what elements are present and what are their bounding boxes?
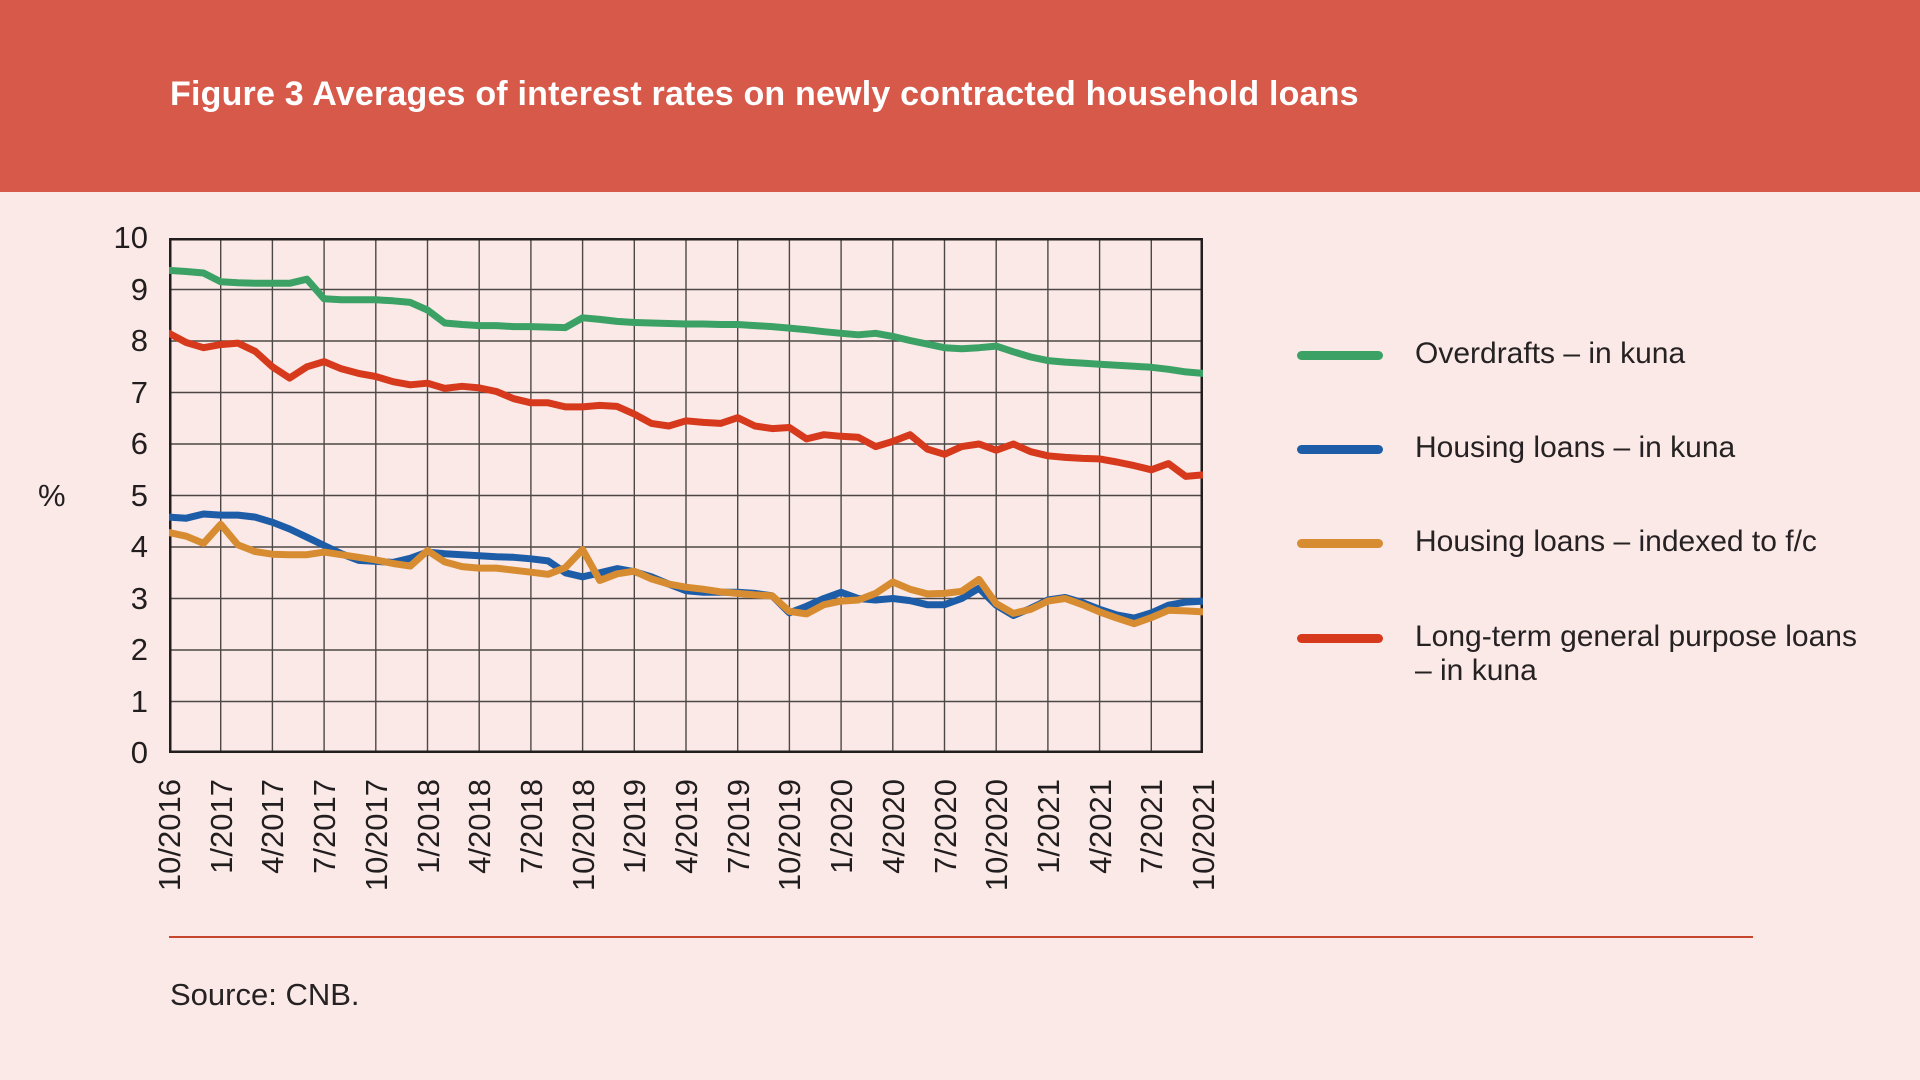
legend-item: Long-term general purpose loans – in kun… <box>1297 620 1857 688</box>
y-axis-tick-label: 4 <box>130 529 148 564</box>
y-axis-tick-label: 10 <box>113 220 148 255</box>
x-axis-tick-label: 4/2018 <box>462 779 498 874</box>
legend-item-label: Housing loans – in kuna <box>1415 431 1736 464</box>
y-axis-tick-label: 1 <box>130 683 148 719</box>
x-axis-tick-label: 7/2021 <box>1134 779 1170 874</box>
x-axis-tick-label: 7/2020 <box>927 779 963 874</box>
legend-item-label: Housing loans – indexed to f/c <box>1415 525 1817 558</box>
legend-item-label: Overdrafts – in kuna <box>1415 337 1686 370</box>
plot-border <box>169 238 1203 753</box>
legend-swatch-line <box>1297 539 1383 548</box>
x-axis-tick-label: 10/2018 <box>565 779 601 892</box>
x-axis-tick-label: 4/2017 <box>255 779 291 874</box>
series-line <box>169 520 1203 628</box>
legend-item-label: Long-term general purpose loans – in kun… <box>1415 620 1857 687</box>
x-axis-tick-label: 10/2017 <box>358 779 394 892</box>
x-axis-tick-label: 4/2020 <box>875 779 911 874</box>
chart-legend: Overdrafts – in kuna Housing loans – in … <box>1297 0 1897 1080</box>
legend-item: Housing loans – in kuna <box>1297 431 1735 465</box>
x-axis-tick-label: 7/2018 <box>513 779 549 874</box>
y-axis-tick-label: 9 <box>130 271 148 307</box>
plot-area <box>169 238 1203 753</box>
y-axis-tick-label: 3 <box>130 580 148 616</box>
series-line <box>169 329 1203 480</box>
x-axis-tick-label: 1/2019 <box>617 779 653 874</box>
y-axis-unit-label: % <box>38 478 66 513</box>
x-axis-tick-label: 1/2020 <box>824 779 860 874</box>
legend-item: Housing loans – indexed to f/c <box>1297 525 1817 559</box>
y-axis-tick-label: 0 <box>130 735 148 770</box>
x-axis-tick-label: 10/2019 <box>772 779 808 892</box>
y-axis-tick-label: 8 <box>130 323 148 358</box>
x-axis-tick-label: 7/2017 <box>307 779 343 874</box>
x-axis-tick-label: 10/2016 <box>152 779 187 892</box>
series-line <box>169 266 1203 377</box>
y-axis-tick-label: 7 <box>130 374 148 410</box>
y-axis-tick-label: 6 <box>130 426 148 461</box>
y-axis-tick-label: 2 <box>130 632 148 667</box>
x-axis-tick-label: 10/2020 <box>979 779 1015 892</box>
legend-swatch-line <box>1297 634 1383 643</box>
x-axis-tick-label: 1/2021 <box>1030 779 1066 874</box>
source-note: Source: CNB. <box>170 977 360 1012</box>
x-axis-tick-label: 7/2019 <box>720 779 756 874</box>
footer-rule <box>169 936 1753 938</box>
legend-swatch-line <box>1297 351 1383 360</box>
x-axis-tick-label: 1/2018 <box>410 779 446 874</box>
figure-title: Figure 3 Averages of interest rates on n… <box>170 75 1359 113</box>
y-axis-tick-label: 5 <box>130 477 148 513</box>
legend-item: Overdrafts – in kuna <box>1297 337 1685 371</box>
legend-swatch-line <box>1297 445 1383 454</box>
figure-header: Figure 3 Averages of interest rates on n… <box>0 0 1920 192</box>
x-axis-tick-label: 4/2021 <box>1082 779 1118 874</box>
x-axis-tick-label: 4/2019 <box>669 779 704 874</box>
x-axis-tick-label: 10/2021 <box>1186 779 1221 892</box>
x-axis-tick-label: 1/2017 <box>203 779 239 874</box>
